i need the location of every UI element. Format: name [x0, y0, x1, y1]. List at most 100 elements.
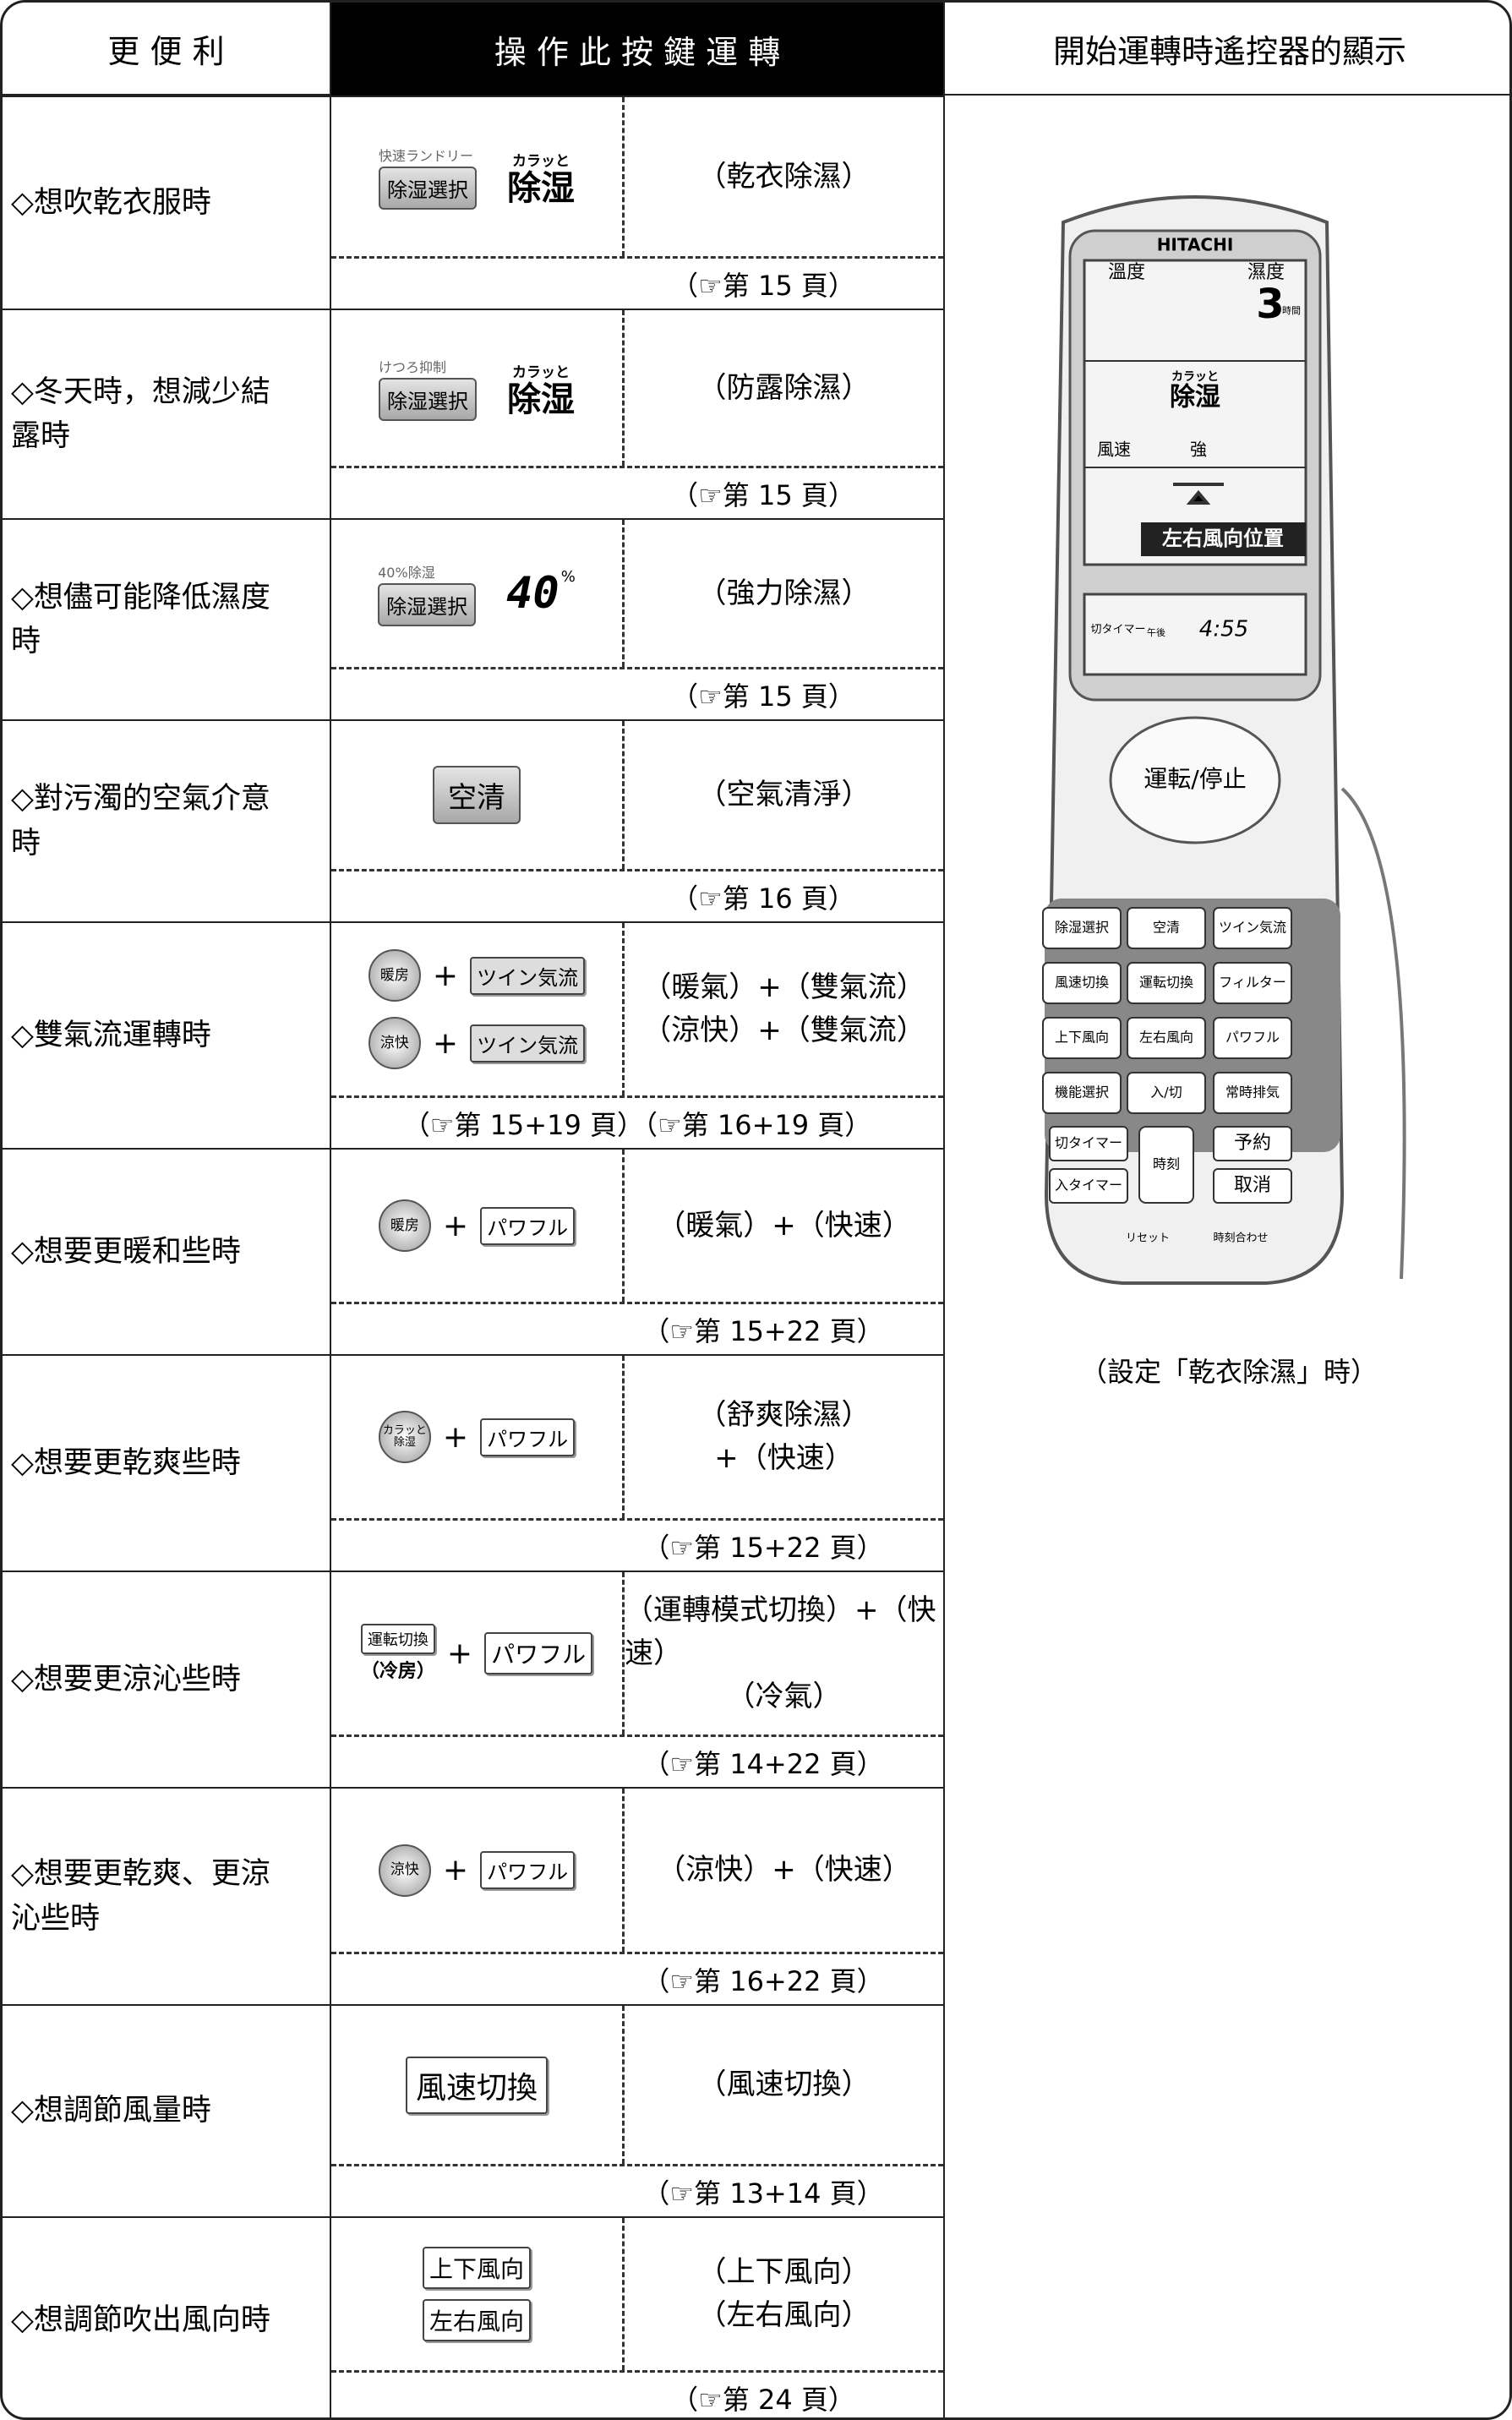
lcd-text: 溫度 [1108, 262, 1145, 283]
button: 暖房 [368, 949, 421, 1002]
button-caption: 40%除湿 [378, 564, 435, 581]
mode-text: （空氣清淨） [697, 778, 871, 811]
controls: 空清 [331, 721, 625, 869]
remote-holder [1340, 787, 1406, 1280]
table-row: 快速ランドリー 除湿選択 カラッと 除湿 ◇想吹乾衣服時 （乾衣除濕） （☞第 15 頁… [3, 96, 943, 309]
lcd-text: 3 [1256, 281, 1284, 328]
page-ref: （☞第 15+19 頁）（☞第 16+19 頁） [331, 1095, 943, 1148]
button: パワフル [484, 1632, 593, 1674]
button: 上下風向 [422, 2247, 531, 2289]
lcd-text: 時間 [1282, 305, 1301, 316]
remote-button-label: パワフル [1225, 1030, 1280, 1046]
remote-button [1213, 1126, 1292, 1161]
brand: HITACHI [1157, 235, 1234, 255]
lcd-text: カラッと [1171, 370, 1219, 384]
button-caption: 快速ランドリー [379, 147, 474, 164]
mode-text: （涼快）+（雙氣流） [642, 1013, 925, 1047]
mode-text: （防露除濕） [697, 370, 871, 405]
modes: （空氣清淨） [625, 721, 943, 869]
row-label: ◇想要更乾爽、更涼沁些時 [3, 1789, 331, 2004]
table-row: けつろ抑制 除湿選択 カラッと 除湿 ◇冬天時，想減少結露時 （防露除濕） （☞第 15… [3, 309, 943, 518]
button: ツイン気流 [470, 1024, 586, 1063]
power-button [1109, 716, 1281, 844]
lcd-text: 切タイマー [1090, 624, 1145, 636]
button: 除湿選択 [378, 582, 477, 626]
remote-button [1213, 962, 1292, 1004]
remote-button-label: 入/切 [1150, 1084, 1182, 1101]
row-label: ◇想要更乾爽些時 [3, 1356, 331, 1571]
button: カラッと除湿 [378, 1411, 431, 1463]
controls: 風速切換 [331, 2006, 625, 2164]
remote-button-label: 風速切換 [1055, 975, 1109, 991]
display-text: カラッと [512, 363, 570, 381]
mode-text: （運轉模式切換）+（快速） [625, 1592, 936, 1670]
mode-text: （乾衣除濕） [697, 159, 871, 194]
mode-text: （上下風向） [697, 2255, 871, 2289]
table-row: 40%除湿 除湿選択 40% ◇想儘可能降低濕度時 （強力除濕） （☞第 15 頁） [3, 518, 943, 719]
table-row: カラッと除湿 + パワフル ◇想要更乾爽些時 （舒爽除濕） +（快速） （☞第 15+22… [3, 1354, 943, 1571]
remote-button [1042, 1072, 1122, 1114]
button: 運転切換 [360, 1624, 435, 1654]
remote-button-label: 空清 [1153, 920, 1180, 936]
remote-illustration: HITACHI 溫度 濕度 3 時間 カラッと 除湿 風速 強 左右風向位置 切… [1042, 195, 1406, 1285]
remote-button [1213, 1168, 1292, 1204]
modes: （舒爽除濕） +（快速） [625, 1356, 943, 1518]
mode-text: （強力除濕） [697, 576, 871, 610]
remote-button [1213, 1072, 1292, 1114]
remote-button-label: フィルター [1219, 975, 1286, 991]
page-ref: （☞第 16 頁） [331, 869, 943, 921]
controls: けつろ抑制 除湿選択 カラッと 除湿 [331, 310, 625, 466]
header-cell: 更 便 利 [3, 3, 331, 96]
remote-button [1213, 907, 1292, 949]
lcd-upper [1083, 259, 1307, 566]
table-row: 上下風向 左右風向 ◇想調節吹出風向時 （上下風向） （左右風向） （☞第 24 頁） [3, 2216, 943, 2417]
remote-button-label: 運転切換 [1139, 975, 1193, 991]
page-ref: （☞第 15 頁） [331, 466, 943, 518]
modes: （運轉模式切換）+（快速） （冷氣） [625, 1572, 943, 1734]
page-ref: （☞第 15 頁） [331, 256, 943, 309]
display-text: % [560, 568, 576, 586]
display-text: 除湿 [507, 380, 575, 419]
lcd-text: 除湿 [1170, 383, 1220, 412]
modes: （乾衣除濕） [625, 97, 943, 256]
remote-button [1213, 1017, 1292, 1059]
remote-button-label: 切タイマー [1055, 1135, 1122, 1151]
footer-text: 時刻合わせ [1213, 1232, 1268, 1245]
plus: + [442, 1419, 469, 1455]
table-row: 暖房 + パワフル ◇想要更暖和些時 （暖氣）+（快速） （☞第 15+22 頁） [3, 1148, 943, 1354]
mode-text: +（快速） [714, 1441, 854, 1475]
modes: （暖氣）+（快速） [625, 1150, 943, 1302]
mode-text: （涼快）+（快速） [657, 1853, 911, 1887]
remote-button [1042, 907, 1122, 949]
column-divider [943, 96, 945, 2417]
button: 除湿選択 [379, 166, 477, 210]
mode-text: （暖氣）+（快速） [657, 1208, 911, 1243]
controls: 上下風向 左右風向 [331, 2218, 625, 2370]
page-ref: （☞第 14+22 頁） [331, 1734, 943, 1787]
button: 暖房 [378, 1199, 431, 1252]
mode-text: （暖氣）+（雙氣流） [642, 970, 925, 1004]
remote-button-label: 常時排気 [1225, 1084, 1280, 1101]
remote-button-label: 時刻 [1153, 1156, 1180, 1172]
remote-button [1127, 962, 1206, 1004]
lcd-text: 4:55 [1199, 617, 1248, 642]
modes: （防露除濕） [625, 310, 943, 466]
mode-text: （風速切換） [697, 2068, 871, 2101]
row-label: ◇對污濁的空氣介意時 [3, 721, 331, 921]
remote-button-label: 除湿選択 [1055, 920, 1109, 936]
remote-button-label: 機能選択 [1055, 1084, 1109, 1101]
controls: カラッと除湿 + パワフル [331, 1356, 625, 1518]
modes: （上下風向） （左右風向） [625, 2218, 943, 2370]
remote-button-label: 左右風向 [1139, 1030, 1193, 1046]
mode-text: （冷氣） [726, 1679, 842, 1713]
controls: 運転切換 （冷房） + パワフル [331, 1572, 625, 1734]
row-label: ◇想調節吹出風向時 [3, 2218, 331, 2417]
row-label: ◇想調節風量時 [3, 2006, 331, 2216]
remote-button [1127, 907, 1206, 949]
remote-button-label: 上下風向 [1055, 1030, 1109, 1046]
button: 左右風向 [422, 2299, 531, 2341]
button: ツイン気流 [470, 956, 586, 995]
row-label: ◇雙氣流運轉時 [3, 923, 331, 1148]
